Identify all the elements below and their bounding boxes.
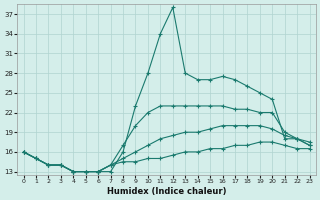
X-axis label: Humidex (Indice chaleur): Humidex (Indice chaleur)	[107, 187, 226, 196]
